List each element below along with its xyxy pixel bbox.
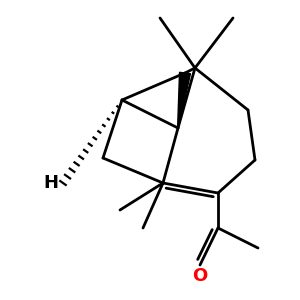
Text: O: O <box>192 267 208 285</box>
Text: H: H <box>43 174 58 192</box>
Polygon shape <box>178 72 190 128</box>
